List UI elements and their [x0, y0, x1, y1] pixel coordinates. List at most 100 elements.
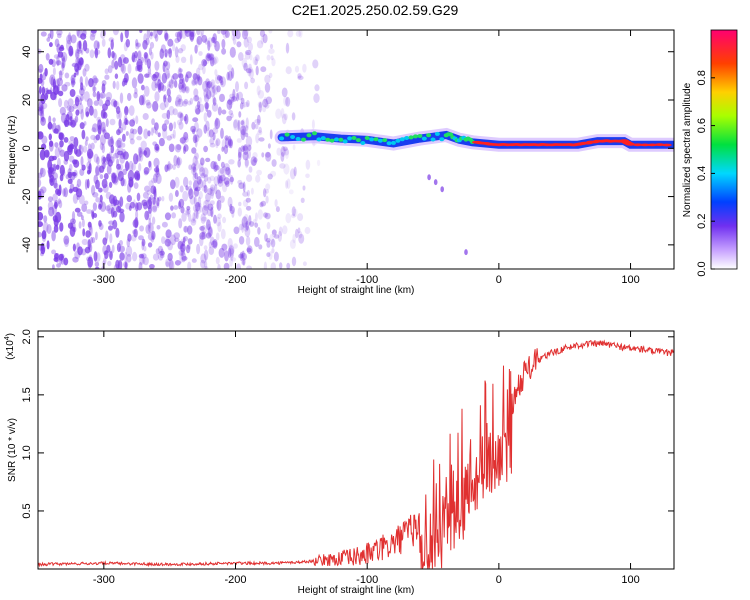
noise-blob	[80, 108, 84, 120]
noise-blob	[245, 236, 251, 246]
noise-blob	[168, 105, 175, 116]
noise-blob	[233, 119, 238, 129]
noise-blob	[179, 30, 183, 40]
noise-blob	[297, 227, 301, 234]
noise-blob	[212, 33, 217, 44]
noise-blob	[176, 119, 182, 126]
signal-core	[430, 137, 436, 142]
noise-blob	[196, 128, 203, 138]
noise-blob	[137, 73, 144, 84]
x-tick-label: 100	[621, 574, 639, 586]
noise-blob	[222, 30, 228, 39]
noise-blob	[193, 180, 199, 191]
noise-blob	[312, 59, 319, 69]
signal-core	[284, 132, 290, 137]
noise-blob	[194, 136, 198, 148]
noise-blob	[204, 53, 210, 64]
noise-blob	[67, 144, 73, 156]
noise-blob	[173, 232, 180, 239]
noise-blob	[58, 200, 63, 209]
noise-blob	[276, 147, 282, 156]
noise-blob	[263, 212, 268, 218]
noise-blob	[136, 192, 141, 202]
noise-blob	[61, 61, 65, 72]
signal-core	[342, 139, 348, 144]
noise-blob	[120, 177, 125, 187]
noise-blob	[56, 55, 60, 67]
noise-blob	[68, 188, 73, 194]
noise-blob	[98, 165, 105, 173]
noise-blob	[259, 30, 266, 37]
noise-blob	[255, 54, 260, 62]
noise-blob	[141, 199, 148, 207]
noise-blob	[251, 159, 257, 166]
noise-blob	[231, 30, 238, 37]
noise-blob	[175, 157, 181, 169]
noise-blob	[183, 145, 186, 155]
noise-blob	[67, 171, 73, 179]
noise-blob	[137, 50, 142, 61]
noise-blob	[201, 59, 207, 67]
noise-blob	[242, 181, 246, 193]
noise-blob	[206, 80, 213, 89]
noise-blob	[258, 137, 265, 142]
noise-blob	[72, 243, 76, 252]
noise-blob	[231, 33, 236, 41]
noise-blob	[229, 257, 233, 267]
noise-blob	[85, 76, 89, 87]
noise-blob	[103, 257, 107, 265]
noise-blob	[178, 112, 183, 118]
noise-blob	[137, 50, 142, 61]
noise-blob	[268, 30, 273, 34]
noise-region	[38, 30, 321, 269]
noise-blob	[166, 88, 171, 97]
noise-blob	[39, 86, 42, 94]
noise-blob	[119, 92, 124, 104]
noise-blob	[193, 95, 200, 102]
noise-blob	[118, 118, 122, 129]
noise-blob	[92, 202, 97, 211]
noise-blob	[190, 218, 197, 226]
noise-blob	[200, 224, 207, 234]
noise-blob	[104, 250, 109, 260]
noise-blob	[185, 244, 191, 254]
noise-blob	[79, 97, 82, 105]
noise-blob	[58, 145, 62, 153]
noise-blob	[168, 79, 174, 89]
noise-blob	[125, 131, 129, 136]
noise-blob	[263, 261, 267, 269]
noise-blob	[230, 252, 234, 261]
noise-blob	[173, 79, 178, 88]
noise-blob	[88, 254, 93, 263]
noise-blob	[235, 92, 239, 102]
noise-blob	[228, 135, 232, 146]
noise-blob	[189, 54, 193, 65]
noise-blob	[205, 120, 210, 132]
noise-blob	[58, 253, 64, 261]
noise-blob	[100, 155, 106, 165]
noise-blob	[64, 238, 69, 248]
noise-blob	[92, 77, 99, 84]
noise-blob	[70, 218, 76, 225]
noise-blob	[62, 188, 66, 197]
noise-blob	[213, 41, 217, 48]
noise-blob	[152, 196, 156, 205]
noise-blob	[157, 132, 161, 138]
noise-blob	[170, 205, 174, 211]
noise-blob	[229, 248, 235, 258]
noise-blob	[171, 212, 177, 219]
noise-blob	[164, 30, 168, 40]
noise-blob	[92, 84, 96, 93]
noise-blob	[133, 182, 139, 190]
snr-background	[38, 331, 674, 569]
noise-blob	[231, 96, 238, 102]
noise-blob	[190, 217, 197, 223]
noise-blob	[161, 123, 168, 132]
noise-blob	[90, 30, 97, 34]
noise-blob	[87, 239, 91, 250]
noise-blob	[86, 169, 91, 175]
noise-blob	[76, 211, 83, 217]
noise-blob	[223, 262, 230, 269]
noise-blob	[174, 46, 179, 58]
noise-blob	[53, 54, 60, 59]
